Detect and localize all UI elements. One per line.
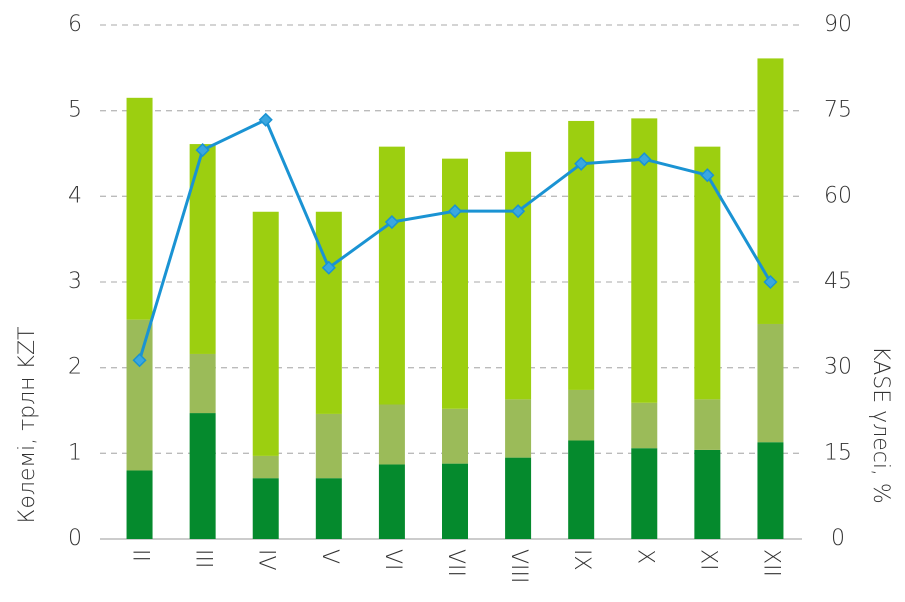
bar-segment (442, 408, 468, 464)
bar-segment (694, 449, 721, 539)
bar-segment (694, 146, 721, 400)
y2-tick-label: 60 (824, 183, 852, 208)
x-tick-label: V (317, 549, 342, 564)
line-marker (763, 274, 778, 290)
x-tick-label: XII (758, 549, 783, 577)
line-marker (195, 143, 210, 158)
x-tick-label: X (632, 549, 657, 564)
bar-segment (631, 448, 658, 539)
y2-tick-label: 75 (824, 98, 852, 123)
bar-segment (631, 402, 658, 449)
bar-segment (126, 319, 153, 471)
x-tick-label: III (191, 549, 216, 568)
bar-segment (315, 211, 342, 414)
x-tick-label: IV (254, 549, 279, 571)
bar-segment (252, 478, 279, 539)
bar-segment (757, 442, 784, 539)
y2-tick-label: 45 (824, 269, 852, 294)
x-tick-label: VI (380, 549, 405, 571)
bar-segment (505, 457, 532, 539)
line-marker (321, 260, 336, 275)
bar-segment (189, 353, 216, 414)
y-tick-label: 5 (68, 98, 82, 123)
bar-segment (315, 478, 342, 539)
bar-segment (189, 413, 216, 539)
x-tick-label: XI (695, 549, 720, 571)
bar-segment (442, 463, 468, 539)
y-tick-label: 6 (68, 12, 82, 37)
bar-segment (315, 413, 342, 479)
line-marker (384, 214, 399, 230)
bar-segment (757, 323, 784, 443)
bar-segment (252, 211, 279, 456)
y2-tick-label: 30 (824, 355, 852, 380)
x-tick-label: VIII (506, 549, 531, 584)
bar-segment (126, 97, 153, 320)
bar-segment (252, 455, 279, 479)
y-axis-label: Көлемі, трлн KZT (15, 327, 40, 524)
y-tick-label: 2 (68, 355, 82, 380)
line-marker (574, 156, 589, 171)
x-tick-label: IX (569, 549, 594, 571)
y2-axis-label: KASE үлесі, % (868, 346, 893, 504)
y-tick-label: 3 (68, 269, 82, 294)
bar-segment (126, 470, 153, 539)
y2-tick-label: 0 (831, 526, 845, 551)
line-marker (258, 112, 273, 127)
bar-segment (505, 151, 532, 400)
bar-segment (568, 440, 595, 539)
y-tick-label: 4 (68, 183, 82, 208)
x-tick-label: VII (443, 549, 468, 577)
bar-segment (378, 464, 405, 539)
line-marker (132, 353, 147, 368)
line-marker (637, 152, 652, 167)
line-marker (447, 204, 463, 219)
y-tick-label: 1 (68, 440, 82, 465)
x-tick-label: II (128, 549, 153, 562)
bar-segment (694, 399, 721, 450)
line-marker (700, 168, 715, 183)
y-tick-label: 0 (68, 526, 82, 551)
y2-tick-label: 15 (824, 440, 852, 465)
bar-segment (568, 389, 595, 441)
line-marker (511, 204, 526, 219)
y2-tick-label: 90 (824, 12, 852, 37)
bar-segment (378, 404, 405, 465)
bar-segment (505, 399, 532, 458)
bar-segment (378, 146, 405, 405)
bar-segment (442, 158, 468, 409)
